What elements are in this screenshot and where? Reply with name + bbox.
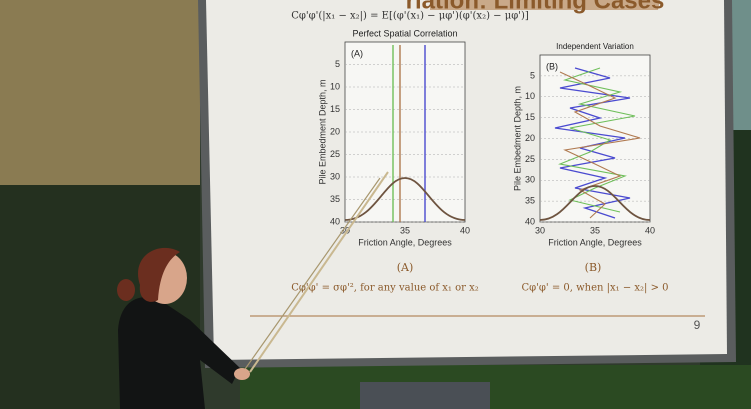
y-tick-label: 25 [525, 154, 535, 164]
presenter-hair [138, 247, 180, 302]
y-tick-label: 20 [525, 133, 535, 143]
y-tick-label: 20 [330, 126, 340, 136]
x-tick-label: 35 [590, 225, 600, 235]
panel-title: Independent Variation [556, 42, 634, 51]
presenter-hair-bun [117, 279, 135, 301]
y-tick-label: 5 [335, 59, 340, 69]
panel-caption: (B) [585, 261, 602, 274]
y-tick-label: 15 [525, 112, 535, 122]
curve [558, 67, 636, 213]
x-tick-label: 30 [340, 225, 350, 235]
y-tick-label: 5 [530, 70, 535, 80]
y-tick-label: 30 [330, 171, 340, 181]
lectern [360, 382, 490, 409]
panel-tag: (B) [546, 61, 558, 71]
y-axis-label: Pile Embedment Depth, m [317, 79, 327, 184]
y-tick-label: 10 [330, 81, 340, 91]
x-tick-label: 40 [645, 225, 655, 235]
x-tick-label: 30 [535, 225, 545, 235]
panel-caption: (A) [397, 261, 414, 274]
curve [554, 67, 631, 219]
x-axis-label: Friction Angle, Degrees [358, 237, 452, 247]
presenter-hand [234, 368, 250, 380]
curve [559, 71, 641, 219]
y-tick-label: 30 [525, 175, 535, 185]
pointer-shadow [242, 177, 381, 373]
panel-title: Perfect Spatial Correlation [352, 28, 457, 38]
plot-area [539, 54, 651, 223]
floor-area [240, 365, 751, 409]
y-tick-label: 10 [525, 91, 535, 101]
y-tick-label: 15 [330, 104, 340, 114]
slide-title: riation: Limiting Cases [406, 0, 665, 14]
equation: Cφ'φ'(|x₁ − x₂|) = E[(φ'(x₁) − μφ')(φ'(x… [291, 11, 529, 22]
x-tick-label: 40 [460, 225, 470, 235]
y-tick-label: 35 [525, 196, 535, 206]
wall-panel [0, 0, 200, 185]
panel-tag: (A) [351, 48, 363, 58]
x-axis-label: Friction Angle, Degrees [548, 237, 642, 247]
curve [344, 177, 466, 221]
title-bar [430, 0, 660, 10]
curve [539, 185, 651, 221]
page-number: 9 [694, 318, 701, 332]
y-tick-label: 25 [330, 149, 340, 159]
panel-formula: Cφ'φ' = σφ'², for any value of x₁ or x₂ [291, 283, 478, 294]
panel-formula: Cφ'φ' = 0, when |x₁ − x₂| > 0 [521, 283, 668, 294]
x-tick-label: 35 [400, 225, 410, 235]
y-tick-label: 35 [330, 194, 340, 204]
pointer [249, 171, 389, 373]
presenter-body [118, 297, 240, 409]
y-tick-label: 40 [330, 216, 340, 226]
y-axis-label: Pile Embedment Depth, m [512, 86, 522, 191]
y-tick-label: 40 [525, 216, 535, 226]
